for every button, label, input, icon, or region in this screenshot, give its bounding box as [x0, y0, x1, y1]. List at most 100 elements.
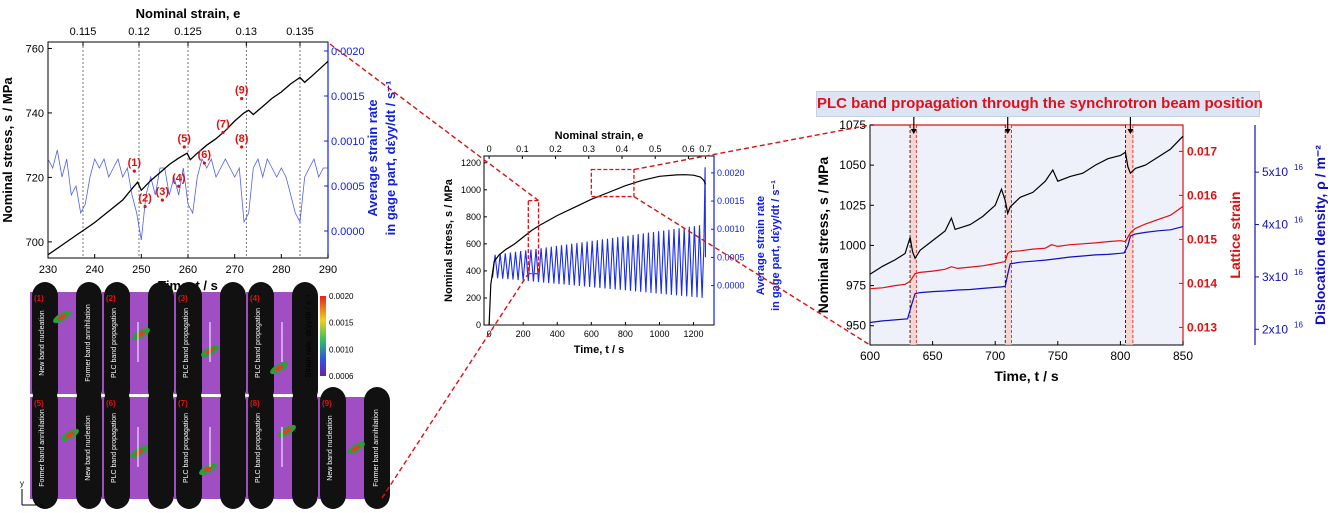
overview-y2-tick-label: 0.0020 — [717, 168, 745, 178]
left-x-tick-label: 250 — [132, 264, 150, 276]
dic-panel-label: (9) — [322, 399, 332, 408]
left-y2-tick-label: 0.0000 — [331, 226, 365, 238]
axis-y-label: y — [20, 479, 24, 488]
right-y3-tick-exponent: 16 — [1294, 163, 1303, 172]
dic-grip-left — [176, 282, 202, 404]
overview-y-tick-label: 1200 — [461, 158, 481, 168]
left-annotation-dot — [221, 130, 225, 135]
dic-grip-left — [32, 387, 58, 509]
zoom-connector-line — [633, 195, 871, 346]
zoom-connectors — [329, 43, 871, 499]
right-y-tick-label: 1050 — [839, 158, 866, 172]
right-y3-tick-exponent: 16 — [1294, 320, 1303, 329]
right-x-tick-label: 650 — [923, 349, 943, 363]
dic-strain-band-core — [134, 448, 144, 456]
right-y-axis-title: Nominal stress, s / MPa — [815, 157, 831, 314]
dic-strain-band-core — [351, 444, 361, 452]
right-y3-tick-exponent: 16 — [1294, 216, 1303, 225]
dic-grip-right — [220, 282, 246, 404]
dic-panel-label: (5) — [34, 399, 44, 408]
right-y2-tick-label: 0.017 — [1187, 144, 1217, 158]
overview-x-tick-label: 1200 — [684, 329, 704, 339]
right-x-tick-label: 600 — [860, 349, 880, 363]
left-x-tick-label: 280 — [272, 264, 290, 276]
overview-y2-axis-title-2: in gage part, dε̇yy/dt / s⁻¹ — [770, 180, 782, 311]
dic-panel: (6) PLC band propagation — [102, 387, 174, 509]
dic-strain-band-core — [282, 427, 292, 435]
overview-x-tick-label: 600 — [584, 329, 599, 339]
right-y-tick-label: 1025 — [839, 198, 866, 212]
left-zoom-chart: 0.115 0.12 0.125 0.13 0.135 230 240 250 260 270 28… — [0, 6, 398, 293]
left-y2-tick-label: 0.0005 — [331, 181, 365, 193]
right-y3-tick-label: 2x10 — [1262, 322, 1288, 336]
overview-x-axis-title: Time, t / s — [574, 344, 625, 356]
dic-image-grid: (1) New band nucleation Former band annihi… — [20, 282, 390, 510]
dic-panel-label: (8) — [250, 399, 260, 408]
right-x-tick-label: 850 — [1173, 349, 1193, 363]
left-annotation-label: (6) — [198, 149, 212, 161]
overview-chart: 0 200 400 600 800 1000 1200 0 200 400 600 800 1000 12… — [443, 130, 782, 356]
dic-grip-left — [104, 387, 130, 509]
right-y3-tick-label: 4x10 — [1262, 218, 1288, 232]
dic-grip-right — [292, 387, 318, 509]
left-y-tick-label: 760 — [26, 43, 44, 55]
dic-panel: (2) PLC band propagation — [102, 282, 174, 404]
right-series-stress — [869, 135, 1184, 275]
dic-panel: (7) PLC band propagation — [174, 387, 246, 509]
dic-grip-right — [76, 282, 102, 404]
dic-panel-caption: PLC band propagation — [255, 308, 262, 378]
dic-panel: (3) PLC band propagation — [174, 282, 246, 404]
left-top-axis-title: Nominal strain, e — [136, 6, 241, 21]
left-y-tick-label: 700 — [26, 237, 44, 249]
dic-grip-left — [248, 387, 274, 509]
overview-y-tick-label: 0 — [476, 320, 481, 330]
dic-panel-label: (2) — [106, 294, 116, 303]
left-y2-axis-title-1: Average strain rate — [365, 99, 380, 216]
overview-top-tick-label: 0.3 — [583, 144, 596, 154]
overview-plot-frame — [483, 155, 715, 326]
left-x-tick-label: 230 — [39, 264, 57, 276]
overview-y-tick-label: 600 — [466, 239, 481, 249]
dic-panel: (8) PLC band propagation — [246, 387, 318, 509]
overview-top-tick-label: 0.2 — [549, 144, 562, 154]
right-series-lattice — [869, 205, 1184, 290]
left-annotation-label: (2) — [138, 193, 152, 205]
overview-x-tick-label: 200 — [516, 329, 531, 339]
overview-stress-line — [488, 174, 707, 326]
overview-y-tick-label: 200 — [466, 293, 481, 303]
dic-panel-caption-2: Former band annihilation — [85, 304, 92, 382]
right-y-tick-label: 950 — [846, 319, 866, 333]
dic-grip-left — [32, 282, 58, 404]
left-annotation-dot — [240, 96, 244, 101]
zoom-connector-line — [633, 124, 871, 171]
axis-x-label: x — [40, 501, 44, 510]
right-y-tick-label: 1075 — [839, 118, 866, 132]
left-annotation-dot — [132, 169, 136, 173]
colorbar — [320, 296, 326, 376]
right-x-tick-label: 800 — [1110, 349, 1130, 363]
right-y-tick-label: 975 — [846, 279, 866, 293]
right-y-tick-label: 1000 — [839, 238, 866, 252]
dic-panel-caption: PLC band propagation — [183, 413, 190, 483]
dic-grip-left — [176, 387, 202, 509]
colorbar-title: Strain rate, dε̇yy/dt / s⁻¹ — [304, 294, 313, 378]
overview-y2-tick-label: 0.0010 — [717, 224, 745, 234]
dic-panel-caption: PLC band propagation — [111, 308, 118, 378]
left-annotation-dot — [143, 204, 147, 209]
overview-y2-tick-label: 0.0000 — [717, 281, 745, 291]
right-beam-arrowhead — [1127, 129, 1134, 134]
dic-grip-left — [248, 282, 274, 404]
overview-zoom-box — [527, 199, 540, 275]
dic-panel-caption-2: Former band annihilation — [373, 409, 380, 487]
right-x-tick-label: 700 — [985, 349, 1005, 363]
dic-panel-caption: New band nucleation — [39, 310, 46, 375]
left-x-tick-label: 260 — [179, 264, 197, 276]
left-x-tick-label: 290 — [319, 264, 337, 276]
right-x-axis-title: Time, t / s — [994, 368, 1059, 384]
dic-panel-caption: Former band annihilation — [39, 409, 46, 487]
dic-grip-right — [292, 282, 318, 404]
overview-x-tick-label: 800 — [618, 329, 633, 339]
dic-panel-label: (7) — [178, 399, 188, 408]
dic-panel-caption: PLC band propagation — [111, 413, 118, 483]
dic-grip-right — [364, 387, 390, 509]
